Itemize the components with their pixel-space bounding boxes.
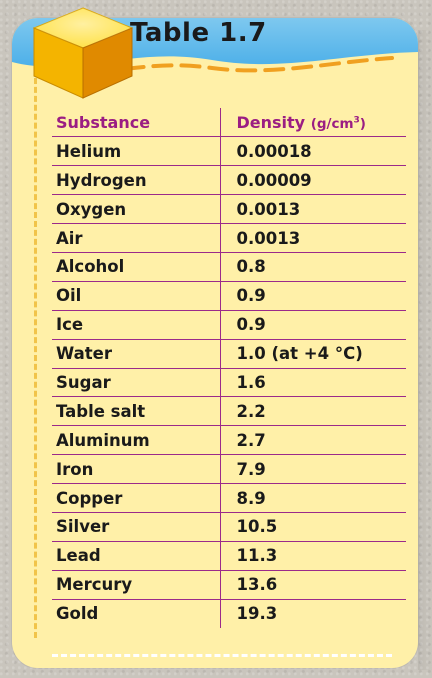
left-dashed-border [34,78,37,638]
substance-cell: Air [52,223,220,253]
substance-cell: Aluminum [52,425,220,456]
density-cell: 19.3 [219,599,406,629]
table-row: Silver 10.5 [52,512,406,542]
substance-cell: Gold [56,604,99,624]
table-row: Mercury 13.6 [52,570,406,600]
substance-cell: Silver [52,512,220,542]
table-row: Iron 7.9 [52,454,406,485]
table-row: Oxygen 0.0013 [52,194,406,225]
table-row: Oil 0.9 [52,281,406,311]
density-cell: 1.0 (at +4 °C) [219,339,406,369]
substance-cell: Sugar [52,368,220,398]
density-cell: 0.00018 [219,136,406,167]
density-cell: 7.9 [219,454,406,485]
density-cell: 10.5 [219,512,406,542]
table-row: Helium 0.00018 [52,136,406,167]
density-cell: 0.9 [219,281,406,311]
substance-cell: Helium [52,136,220,167]
density-cell: 0.9 [219,310,406,340]
table-row: Sugar 1.6 [52,368,406,398]
bottom-dashed-border [52,654,392,657]
density-cell: 13.6 [219,570,406,600]
substance-cell: Mercury [52,570,220,600]
substance-cell: Oil [52,281,220,311]
density-cell: 8.9 [219,483,406,513]
density-cell: 11.3 [219,541,406,571]
substance-column-header: Substance [52,108,220,138]
substance-cell: Table salt [52,396,220,427]
gold-cube-icon [32,7,134,99]
substance-cell: Copper [52,483,220,513]
table-row: Copper 8.9 [52,483,406,513]
density-unit-exponent: 3 [353,115,360,126]
density-cell: 2.7 [219,425,406,456]
table-header-row: Substance Density (g/cm3) [52,108,406,138]
density-cell: 0.0013 [219,194,406,225]
density-cell: 2.2 [219,396,406,427]
page-edge-shadow [418,30,432,670]
substance-cell: Oxygen [52,194,220,225]
substance-cell: Alcohol [52,252,220,282]
substance-cell: Ice [52,310,220,340]
substance-cell: Iron [52,454,220,485]
table-row: Aluminum 2.7 [52,425,406,456]
density-unit: (g/cm3) [310,115,366,132]
table-row: Alcohol 0.8 [52,252,406,282]
substance-cell: Lead [52,541,220,571]
density-cell: 0.0013 [219,223,406,253]
table-row: Water 1.0 (at +4 °C) [52,339,406,369]
density-cell: 0.8 [219,252,406,282]
substance-cell: Water [52,339,220,369]
table-row: Hydrogen 0.00009 [52,165,406,196]
density-table: Substance Density (g/cm3) Helium 0.00018 … [52,108,406,629]
table-row: Lead 11.3 [52,541,406,571]
density-unit-close: ) [359,115,366,132]
table-row: Ice 0.9 [52,310,406,340]
density-column-header: Density (g/cm3) [219,108,406,138]
density-cell: 1.6 [219,368,406,398]
density-unit-base: (g/cm [310,115,354,132]
table-row: Air 0.0013 [52,223,406,253]
density-header-label: Density [236,112,306,132]
table-row: Gold 19.3 [52,599,406,629]
table-row: Table salt 2.2 [52,396,406,427]
table-card: Table 1.7 Substance Density (g/cm3) Heli… [12,18,418,668]
density-cell: 0.00009 [219,165,406,196]
table-title: Table 1.7 [130,18,267,48]
substance-cell: Hydrogen [52,165,220,196]
